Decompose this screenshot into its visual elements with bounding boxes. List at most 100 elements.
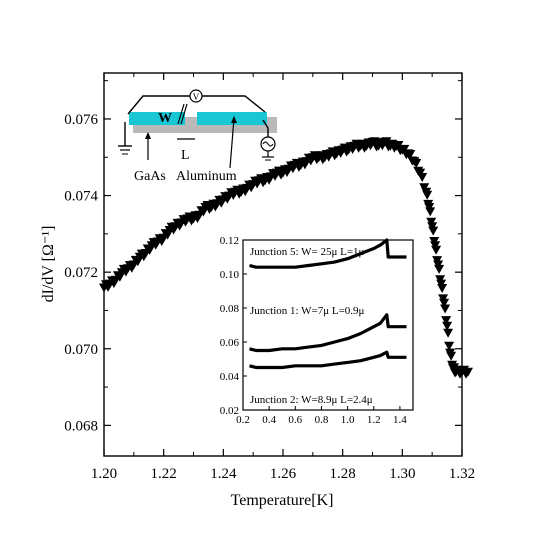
- ac-wave: [262, 141, 274, 147]
- data-point-triangle: [234, 189, 245, 199]
- x-axis-label: Temperature[K]: [231, 492, 334, 509]
- film-right-pad: [197, 112, 267, 125]
- inset-annotation-junction1: Junction 1: W=7μ L=0.9μ: [250, 305, 365, 317]
- meter-wire-right: [202, 95, 266, 113]
- data-point-triangle: [174, 221, 185, 231]
- main-data-points: [99, 137, 473, 379]
- data-point-triangle: [317, 155, 328, 165]
- data-point-triangle: [419, 183, 430, 193]
- x-tick-label: 1.22: [151, 466, 177, 482]
- data-point-triangle: [435, 275, 446, 285]
- x-tick-label: 1.32: [449, 466, 475, 482]
- aluminum-arrowhead: [231, 116, 237, 123]
- y-tick-label: 0.072: [64, 265, 98, 281]
- data-point-triangle: [198, 207, 209, 217]
- data-point-triangle: [305, 156, 316, 166]
- data-point-triangle: [443, 328, 454, 338]
- gaas-label: GaAs: [134, 169, 166, 184]
- data-point-triangle: [347, 145, 358, 154]
- data-point-triangle: [413, 166, 424, 176]
- x-tick-label: 1.26: [270, 466, 297, 482]
- w-label: W: [158, 111, 172, 126]
- data-point-triangle: [192, 214, 203, 223]
- right-source-wire: [262, 119, 269, 137]
- inset-y-tick-label: 0.10: [220, 269, 240, 281]
- device-schematic: V W L GaAs Aluminum: [118, 89, 277, 184]
- inset-y-tick-label: 0.04: [220, 371, 240, 383]
- x-tick-label: 1.28: [330, 466, 356, 482]
- y-tick-label: 0.076: [64, 112, 98, 128]
- data-point-triangle: [114, 272, 125, 282]
- data-point-triangle: [417, 173, 428, 182]
- data-point-triangle: [441, 316, 452, 326]
- inset-x-tick-label: 1.4: [393, 414, 407, 426]
- data-point-triangle: [429, 237, 440, 246]
- x-tick-label: 1.30: [389, 466, 415, 482]
- data-point-triangle: [425, 207, 436, 217]
- inset-series-line-3: [249, 350, 407, 370]
- data-point-triangle: [240, 187, 251, 197]
- data-point-triangle: [426, 217, 437, 227]
- data-point-triangle: [449, 363, 459, 373]
- data-point-triangle: [359, 143, 370, 153]
- inset-plot-frame: [242, 239, 414, 411]
- data-point-triangle: [287, 164, 298, 174]
- data-point-triangle: [399, 144, 410, 154]
- data-point-triangle: [432, 256, 443, 266]
- data-point-triangle: [428, 226, 439, 236]
- l-label: L: [181, 148, 190, 163]
- inset-data-lines: [249, 238, 407, 370]
- data-point-triangle: [270, 171, 280, 181]
- data-point-triangle: [329, 151, 340, 161]
- data-point-triangle: [276, 170, 286, 180]
- inset-series-line-1: [249, 238, 407, 269]
- data-point-triangle: [405, 150, 416, 159]
- x-tick-label: 1.24: [210, 466, 237, 482]
- data-point-triangle: [282, 168, 292, 177]
- data-point-triangle: [264, 175, 275, 185]
- data-point-triangle: [222, 194, 233, 204]
- y-tick-label: 0.068: [64, 418, 98, 434]
- data-point-triangle: [440, 304, 451, 314]
- aluminum-label: Aluminum: [176, 169, 237, 184]
- meter-wire: [127, 95, 190, 115]
- inset-series-line-2: [249, 313, 407, 353]
- data-point-triangle: [323, 152, 334, 162]
- data-point-triangle: [138, 252, 149, 262]
- data-point-triangle: [439, 298, 450, 308]
- data-point-triangle: [407, 156, 418, 166]
- inset-x-tick-label: 0.4: [262, 414, 276, 426]
- data-point-triangle: [293, 162, 304, 172]
- data-point-triangle: [393, 141, 404, 150]
- data-point-triangle: [108, 279, 119, 289]
- film-left-pad: [129, 112, 185, 125]
- data-point-triangle: [461, 369, 471, 379]
- voltmeter-icon: [189, 89, 203, 103]
- y-tick-label: 0.074: [64, 189, 98, 205]
- data-point-triangle: [156, 237, 167, 246]
- data-point-triangle: [423, 199, 434, 209]
- data-point-triangle: [126, 263, 137, 273]
- data-point-triangle: [210, 202, 221, 212]
- data-point-triangle: [132, 257, 143, 267]
- data-point-triangle: [422, 190, 433, 200]
- data-point-triangle: [444, 341, 455, 351]
- data-point-triangle: [103, 282, 113, 292]
- data-point-triangle: [216, 198, 227, 208]
- data-point-triangle: [446, 351, 457, 361]
- inset-y-tick-label: 0.12: [220, 235, 239, 247]
- inset-x-tick-label: 1.2: [367, 414, 381, 426]
- data-point-triangle: [381, 137, 392, 147]
- inset-annotation-junction5: Junction 5: W= 25μ L=1μ: [250, 246, 365, 258]
- data-point-triangle: [299, 160, 310, 170]
- data-point-triangle: [438, 294, 449, 304]
- data-point-triangle: [180, 217, 191, 227]
- data-point-triangle: [150, 240, 161, 250]
- data-point-triangle: [252, 179, 263, 189]
- data-point-triangle: [335, 148, 346, 158]
- inset-x-tick-label: 0.6: [288, 414, 302, 426]
- data-point-triangle: [411, 158, 422, 168]
- w-arrow-2: [180, 103, 188, 125]
- inset-x-tick-label: 0.2: [236, 414, 250, 426]
